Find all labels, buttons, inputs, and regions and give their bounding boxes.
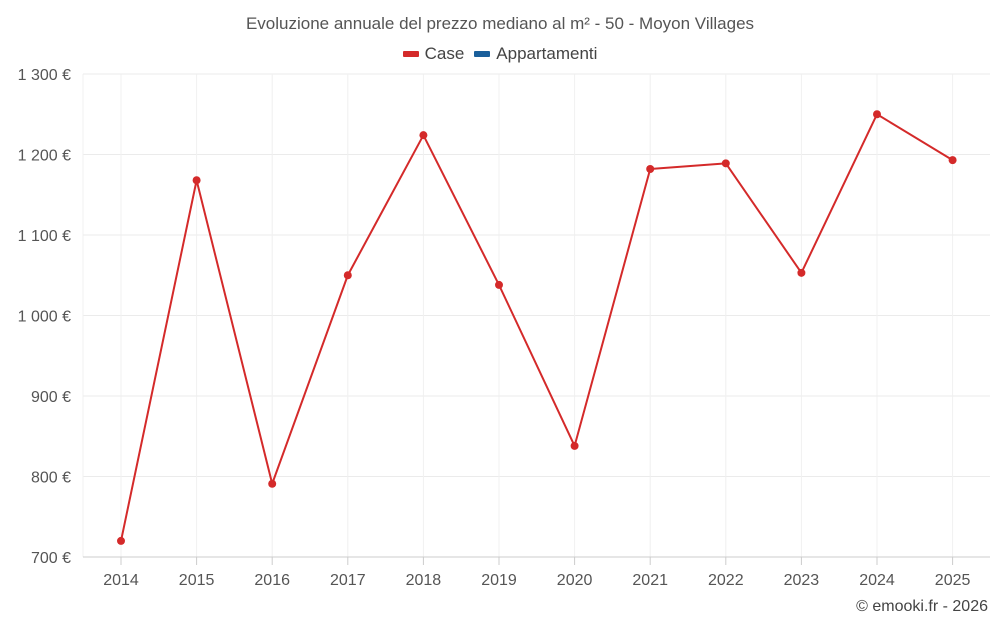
- x-tick-label: 2015: [179, 572, 215, 589]
- data-point: [419, 131, 428, 140]
- x-tick-label: 2022: [708, 572, 744, 589]
- data-point: [873, 110, 881, 119]
- x-tick-label: 2025: [935, 572, 971, 589]
- data-point: [495, 280, 503, 289]
- y-tick-label: 1 100 €: [18, 228, 71, 245]
- y-tick-label: 900 €: [31, 389, 71, 406]
- x-tick-label: 2018: [406, 572, 442, 589]
- data-point: [343, 271, 352, 280]
- series-line: [120, 113, 954, 542]
- legend-swatch-appartamenti: [474, 51, 491, 57]
- legend-label-appartamenti: Appartamenti: [496, 44, 598, 63]
- y-tick-label: 700 €: [31, 550, 71, 567]
- x-tick-label: 2021: [632, 572, 668, 589]
- data-point: [570, 441, 579, 450]
- legend: Case Appartamenti: [0, 44, 1000, 64]
- legend-item-appartamenti[interactable]: Appartamenti: [474, 44, 597, 64]
- data-point: [721, 159, 730, 168]
- data-point: [797, 268, 806, 277]
- chart-title: Evoluzione annuale del prezzo mediano al…: [245, 14, 755, 33]
- x-tick-label: 2014: [103, 572, 139, 589]
- legend-swatch-case: [402, 51, 419, 57]
- data-point: [646, 164, 655, 173]
- y-tick-label: 1 300 €: [18, 67, 71, 84]
- data-point: [268, 479, 277, 488]
- x-tick-label: 2017: [330, 572, 366, 589]
- legend-label-case: Case: [424, 44, 465, 63]
- x-tick-label: 2019: [481, 572, 517, 589]
- data-point: [948, 156, 957, 165]
- legend-item-case[interactable]: Case: [402, 44, 465, 64]
- x-tick-label: 2024: [859, 572, 895, 589]
- data-point: [117, 536, 125, 545]
- y-tick-label: 1 000 €: [18, 309, 71, 326]
- x-tick-label: 2020: [557, 572, 593, 589]
- y-tick-label: 800 €: [31, 470, 71, 487]
- copyright-text: © emooki.fr - 2026: [856, 598, 988, 615]
- x-tick-label: 2016: [254, 572, 290, 589]
- x-tick-label: 2023: [784, 572, 820, 589]
- data-point: [192, 176, 201, 185]
- y-tick-label: 1 200 €: [18, 148, 71, 165]
